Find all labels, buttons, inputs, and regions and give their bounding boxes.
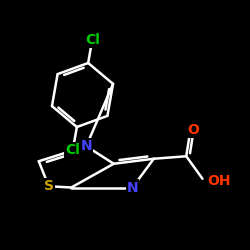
Text: OH: OH: [208, 174, 231, 188]
Text: Cl: Cl: [85, 32, 100, 46]
Text: S: S: [44, 179, 54, 193]
Text: Cl: Cl: [65, 144, 80, 158]
Text: O: O: [187, 123, 199, 137]
Text: N: N: [80, 139, 92, 153]
Text: N: N: [127, 180, 138, 194]
